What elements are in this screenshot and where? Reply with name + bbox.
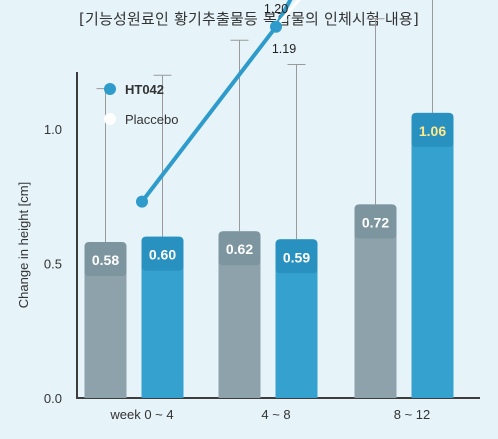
y-tick-label: 1.0 [44, 122, 62, 137]
legend-marker [104, 83, 116, 95]
x-tick-label: week 0 ~ 4 [109, 407, 173, 422]
line-value-label: 1.19 [272, 42, 296, 56]
bar [218, 231, 261, 398]
line-point [270, 20, 282, 33]
bar-value-label: 0.60 [149, 247, 176, 263]
y-axis-label: Change in height [cm] [16, 182, 31, 308]
legend-label: Placcebo [125, 112, 178, 127]
x-tick-label: 4 ~ 8 [261, 407, 290, 422]
bar-value-label: 0.62 [226, 241, 253, 257]
bar-value-label: 1.06 [419, 123, 446, 139]
x-tick-label: 8 ~ 12 [394, 407, 431, 422]
bar-label-band [84, 241, 127, 276]
bar [411, 112, 454, 399]
bar [141, 236, 184, 398]
bar-label-band [218, 231, 261, 266]
bar [275, 239, 318, 398]
bar-label-band [275, 239, 318, 274]
line-value-label: 1.20 [264, 2, 288, 16]
legend-marker [104, 113, 116, 125]
bar-value-label: 0.59 [283, 249, 310, 265]
chart-title: [기능성원료인 황기추출물등 복합물의 인체시험 내용] [79, 10, 419, 28]
y-tick-label: 0.5 [44, 257, 62, 272]
bar-label-band [411, 112, 454, 147]
series-line [274, 0, 301, 28]
line-point [136, 195, 148, 208]
bar [84, 241, 127, 398]
y-tick-label: 1.5 [44, 0, 62, 3]
bar-value-label: 0.58 [92, 252, 119, 268]
bar-value-label: 0.72 [362, 214, 389, 230]
bar-label-band [141, 236, 184, 271]
y-tick-label: 0.0 [44, 391, 62, 406]
legend-label: HT042 [125, 82, 164, 97]
bar-label-band [354, 204, 397, 239]
bar [354, 204, 397, 398]
